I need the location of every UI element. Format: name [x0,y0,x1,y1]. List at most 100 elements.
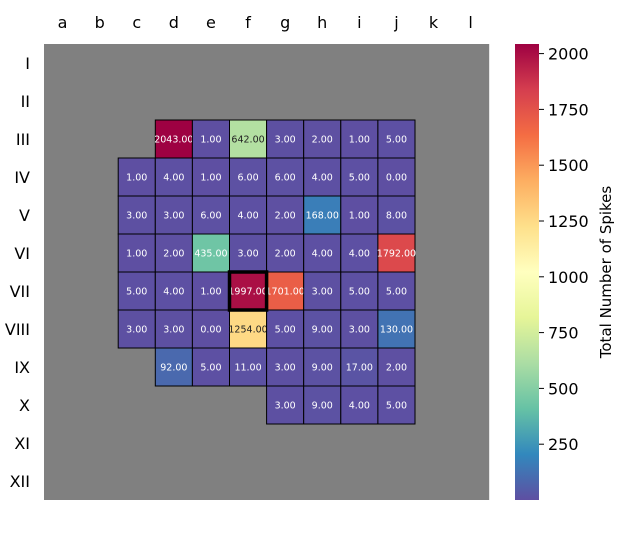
heatmap-cell [191,157,230,197]
column-label: i [357,13,361,32]
cell-value-label: 3.00 [163,211,184,222]
heatmap-cell [154,157,193,197]
heatmap-cell [340,385,379,425]
row-label: XII [10,472,30,491]
heatmap-cell [377,347,416,387]
cell-value-label: 3.00 [275,135,296,146]
colorbar-tick-label: 250 [548,435,579,454]
heatmap-cell [117,195,156,235]
row-label: III [16,130,30,149]
heatmap-cell [340,195,379,235]
heatmap-cell [377,195,416,235]
cell-value-label: 1.00 [126,173,147,184]
cell-value-label: 5.00 [275,325,296,336]
column-label: k [429,13,439,32]
cell-value-label: 1.00 [200,173,221,184]
cell-value-label: 6.00 [200,211,221,222]
heatmap-cell [191,347,230,387]
cell-value-label: 4.00 [349,249,370,260]
cell-value-label: 4.00 [163,287,184,298]
cell-value-label: 92.00 [160,363,187,374]
cell-value-label: 1997.00 [228,287,267,298]
heatmap-cell [303,385,342,425]
colorbar [515,44,539,500]
cell-value-label: 2.00 [386,363,407,374]
heatmap-cell [266,385,305,425]
cell-value-label: 5.00 [349,287,370,298]
column-labels: a b c d e f g h i j k l [58,13,473,32]
column-label: h [317,13,327,32]
cell-value-label: 8.00 [386,211,407,222]
cell-value-label: 17.00 [346,363,373,374]
cell-value-label: 168.00 [306,211,339,222]
heatmap-cell [377,119,416,159]
column-label: g [280,13,290,32]
heatmap-cells: 2043.00 1.00 642.00 3.00 2.00 1.00 5.00 1.00 4.0… [117,119,416,425]
colorbar-tick-label: 1750 [548,100,589,119]
cell-value-label: 1.00 [200,135,221,146]
heatmap-cell [303,347,342,387]
row-label: VI [14,244,30,263]
cell-value-label: 9.00 [312,401,333,412]
cell-value-label: 3.00 [312,287,333,298]
cell-value-label: 5.00 [386,135,407,146]
cell-value-label: 642.00 [231,135,264,146]
heatmap-cell [377,271,416,311]
cell-value-label: 3.00 [349,325,370,336]
heatmap-cell [377,385,416,425]
heatmap-cell [377,233,416,273]
cell-value-label: 4.00 [237,211,258,222]
cell-value-label: 2.00 [275,249,296,260]
heatmap-cell [229,119,268,159]
heatmap-cell [191,119,230,159]
heatmap-cell [303,309,342,349]
cell-value-label: 3.00 [275,401,296,412]
highlighted-cell-border [227,270,269,312]
heatmap-cell [154,309,193,349]
heatmap-cell [340,271,379,311]
colorbar-tick-label: 750 [548,324,579,343]
cell-value-label: 4.00 [163,173,184,184]
column-label: d [169,13,179,32]
cell-value-label: 435.00 [194,249,227,260]
colorbar-tick-label: 2000 [548,45,589,64]
cell-value-label: 130.00 [380,325,413,336]
heatmap-cell [191,195,230,235]
heatmap-cell [303,233,342,273]
cell-value-label: 1.00 [126,249,147,260]
heatmap-cell [266,157,305,197]
heatmap-cell [303,157,342,197]
cell-value-label: 3.00 [163,325,184,336]
cell-value-label: 1.00 [349,211,370,222]
heatmap-cell [377,309,416,349]
heatmap-cell [117,233,156,273]
heatmap-cell [154,233,193,273]
colorbar-tick-label: 1500 [548,156,589,175]
heatmap-cell [229,309,268,349]
row-label: VII [10,282,30,301]
cell-value-label: 2.00 [163,249,184,260]
heatmap-cell [340,233,379,273]
cell-value-label: 2.00 [275,211,296,222]
heatmap-cell [340,157,379,197]
cell-value-label: 1792.00 [377,249,416,260]
column-label: a [58,13,68,32]
cell-value-label: 6.00 [275,173,296,184]
cell-value-label: 9.00 [312,363,333,374]
cell-value-label: 5.00 [386,287,407,298]
cell-value-label: 3.00 [275,363,296,374]
cell-value-label: 4.00 [349,401,370,412]
column-label: c [132,13,141,32]
heatmap-cell [191,233,230,273]
cell-value-label: 5.00 [126,287,147,298]
colorbar-label: Total Number of Spikes [597,186,615,360]
row-label: XI [14,434,30,453]
cell-value-label: 2043.00 [154,135,193,146]
cell-value-label: 3.00 [126,325,147,336]
column-label: f [245,13,251,32]
cell-value-label: 9.00 [312,325,333,336]
colorbar-tick-label: 1250 [548,212,589,231]
heatmap-cell [154,195,193,235]
